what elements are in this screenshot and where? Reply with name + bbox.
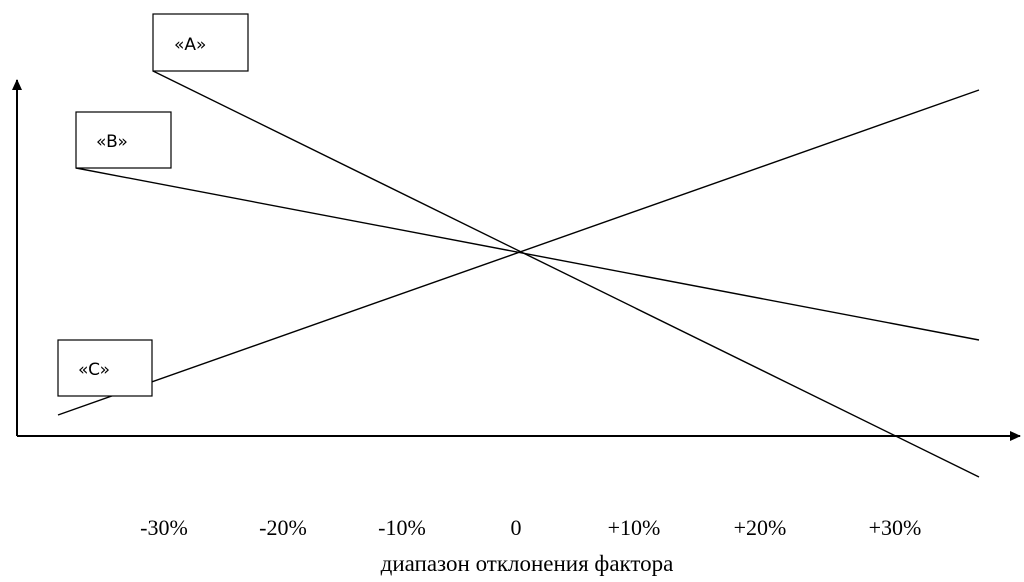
line-b	[75, 167, 980, 341]
label-b-text: «B»	[96, 132, 128, 152]
x-tick-label: +10%	[608, 515, 661, 540]
x-tick-label: 0	[511, 515, 522, 540]
label-a-text: «A»	[174, 35, 206, 55]
line-a	[152, 70, 980, 478]
x-tick-label: +20%	[734, 515, 787, 540]
x-tick-label: -20%	[259, 515, 307, 540]
label-box-a: «A»	[152, 13, 249, 72]
line-c	[57, 89, 980, 416]
x-tick-label: -30%	[140, 515, 188, 540]
x-tick-label: +30%	[869, 515, 922, 540]
label-box-b: «B»	[75, 111, 172, 169]
x-axis-title: диапазон отклонения фактора	[381, 551, 674, 576]
label-c-text: «C»	[78, 360, 110, 380]
x-tick-labels: -30% -20% -10% 0 +10% +20% +30%	[140, 515, 921, 540]
label-box-c: «C»	[57, 339, 153, 397]
x-tick-label: -10%	[378, 515, 426, 540]
